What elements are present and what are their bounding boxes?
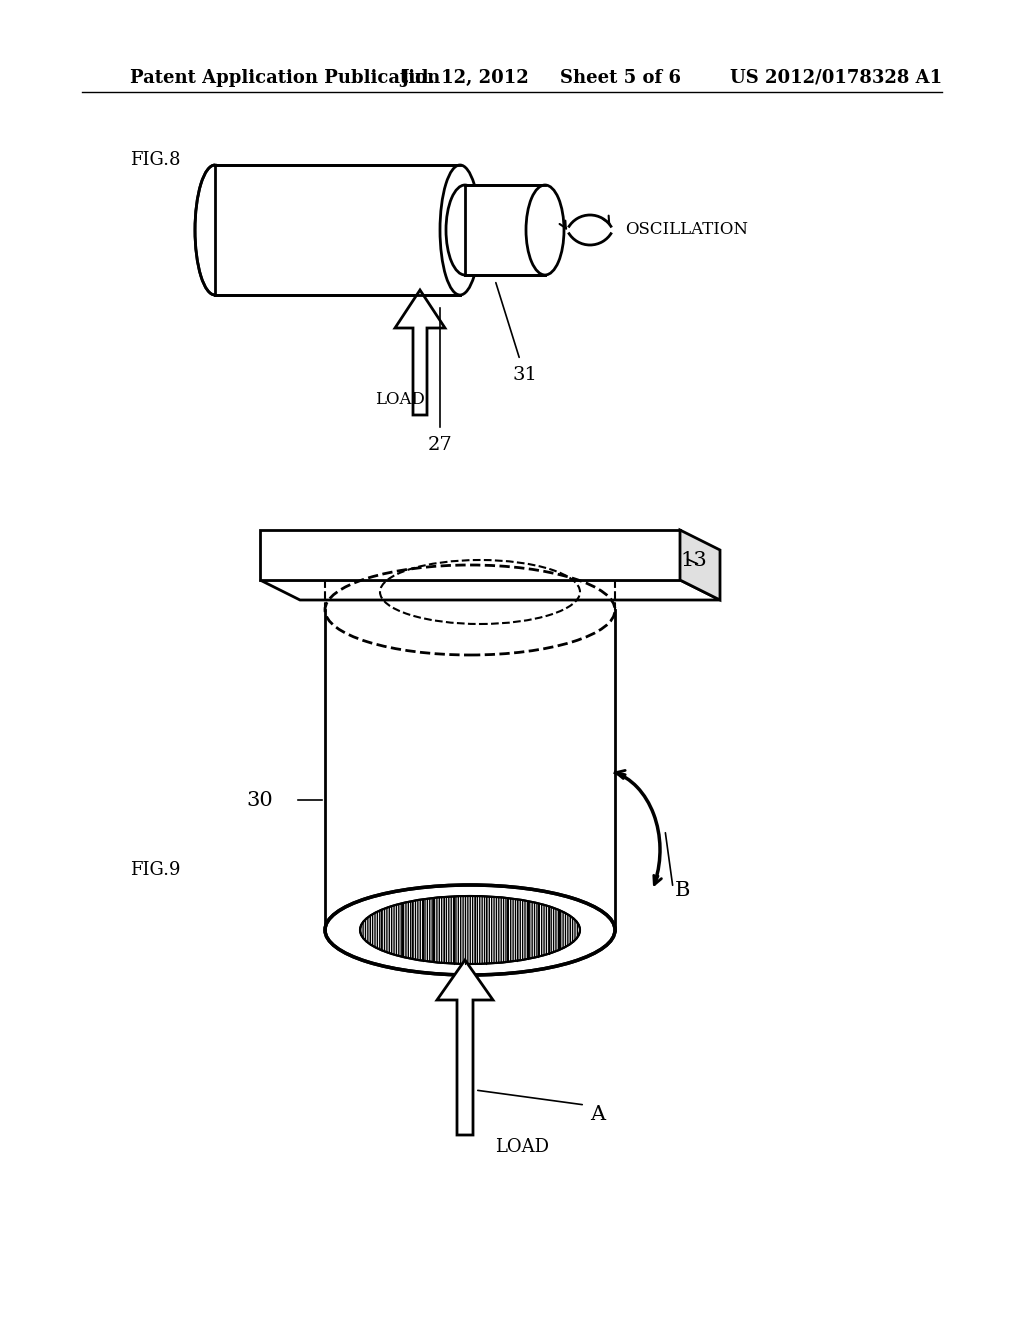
Polygon shape (215, 165, 460, 294)
Polygon shape (395, 290, 445, 414)
Text: A: A (590, 1106, 605, 1125)
Polygon shape (437, 960, 493, 1135)
Text: US 2012/0178328 A1: US 2012/0178328 A1 (730, 69, 942, 87)
Text: 31: 31 (513, 366, 538, 384)
Text: Jul. 12, 2012: Jul. 12, 2012 (400, 69, 528, 87)
Ellipse shape (360, 896, 580, 964)
Text: 30: 30 (247, 791, 273, 809)
Text: LOAD: LOAD (375, 392, 425, 408)
Text: B: B (675, 880, 690, 899)
Text: Patent Application Publication: Patent Application Publication (130, 69, 440, 87)
Polygon shape (465, 185, 545, 275)
Ellipse shape (440, 165, 480, 294)
Text: FIG.8: FIG.8 (130, 150, 180, 169)
Text: OSCILLATION: OSCILLATION (625, 222, 748, 239)
Text: 27: 27 (428, 436, 453, 454)
Ellipse shape (446, 185, 484, 275)
Polygon shape (260, 531, 680, 579)
Ellipse shape (325, 884, 615, 975)
Polygon shape (680, 531, 720, 601)
Text: Sheet 5 of 6: Sheet 5 of 6 (560, 69, 681, 87)
Ellipse shape (195, 165, 234, 294)
Text: 13: 13 (680, 550, 707, 569)
Polygon shape (260, 579, 720, 601)
Text: FIG.9: FIG.9 (130, 861, 180, 879)
Ellipse shape (526, 185, 564, 275)
Text: LOAD: LOAD (495, 1138, 549, 1156)
